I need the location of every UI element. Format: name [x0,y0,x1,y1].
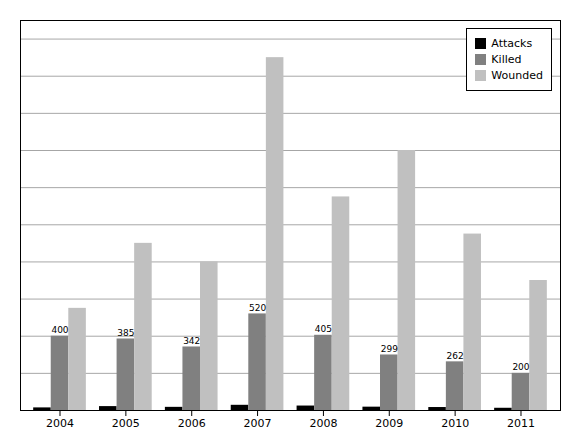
html-text:Killed: Killed [491,53,522,66]
svg-text:400: 400 [51,325,68,335]
svg-text:2007: 2007 [244,417,272,430]
svg-text:2008: 2008 [309,417,337,430]
svg-text:200: 200 [512,362,529,372]
svg-text:2006: 2006 [178,417,206,430]
svg-text:2011: 2011 [507,417,535,430]
svg-text:299: 299 [381,344,398,354]
svg-text:385: 385 [117,328,134,338]
html-text:Attacks: Attacks [491,37,533,50]
svg-text:2004: 2004 [46,417,74,430]
svg-text:405: 405 [315,324,332,334]
svg-text:2010: 2010 [441,417,469,430]
svg-text:2005: 2005 [112,417,140,430]
html-text:Wounded: Wounded [491,69,543,82]
svg-text:520: 520 [249,303,266,313]
svg-text:342: 342 [183,336,200,346]
svg-text:2009: 2009 [375,417,403,430]
svg-text:262: 262 [447,351,464,361]
